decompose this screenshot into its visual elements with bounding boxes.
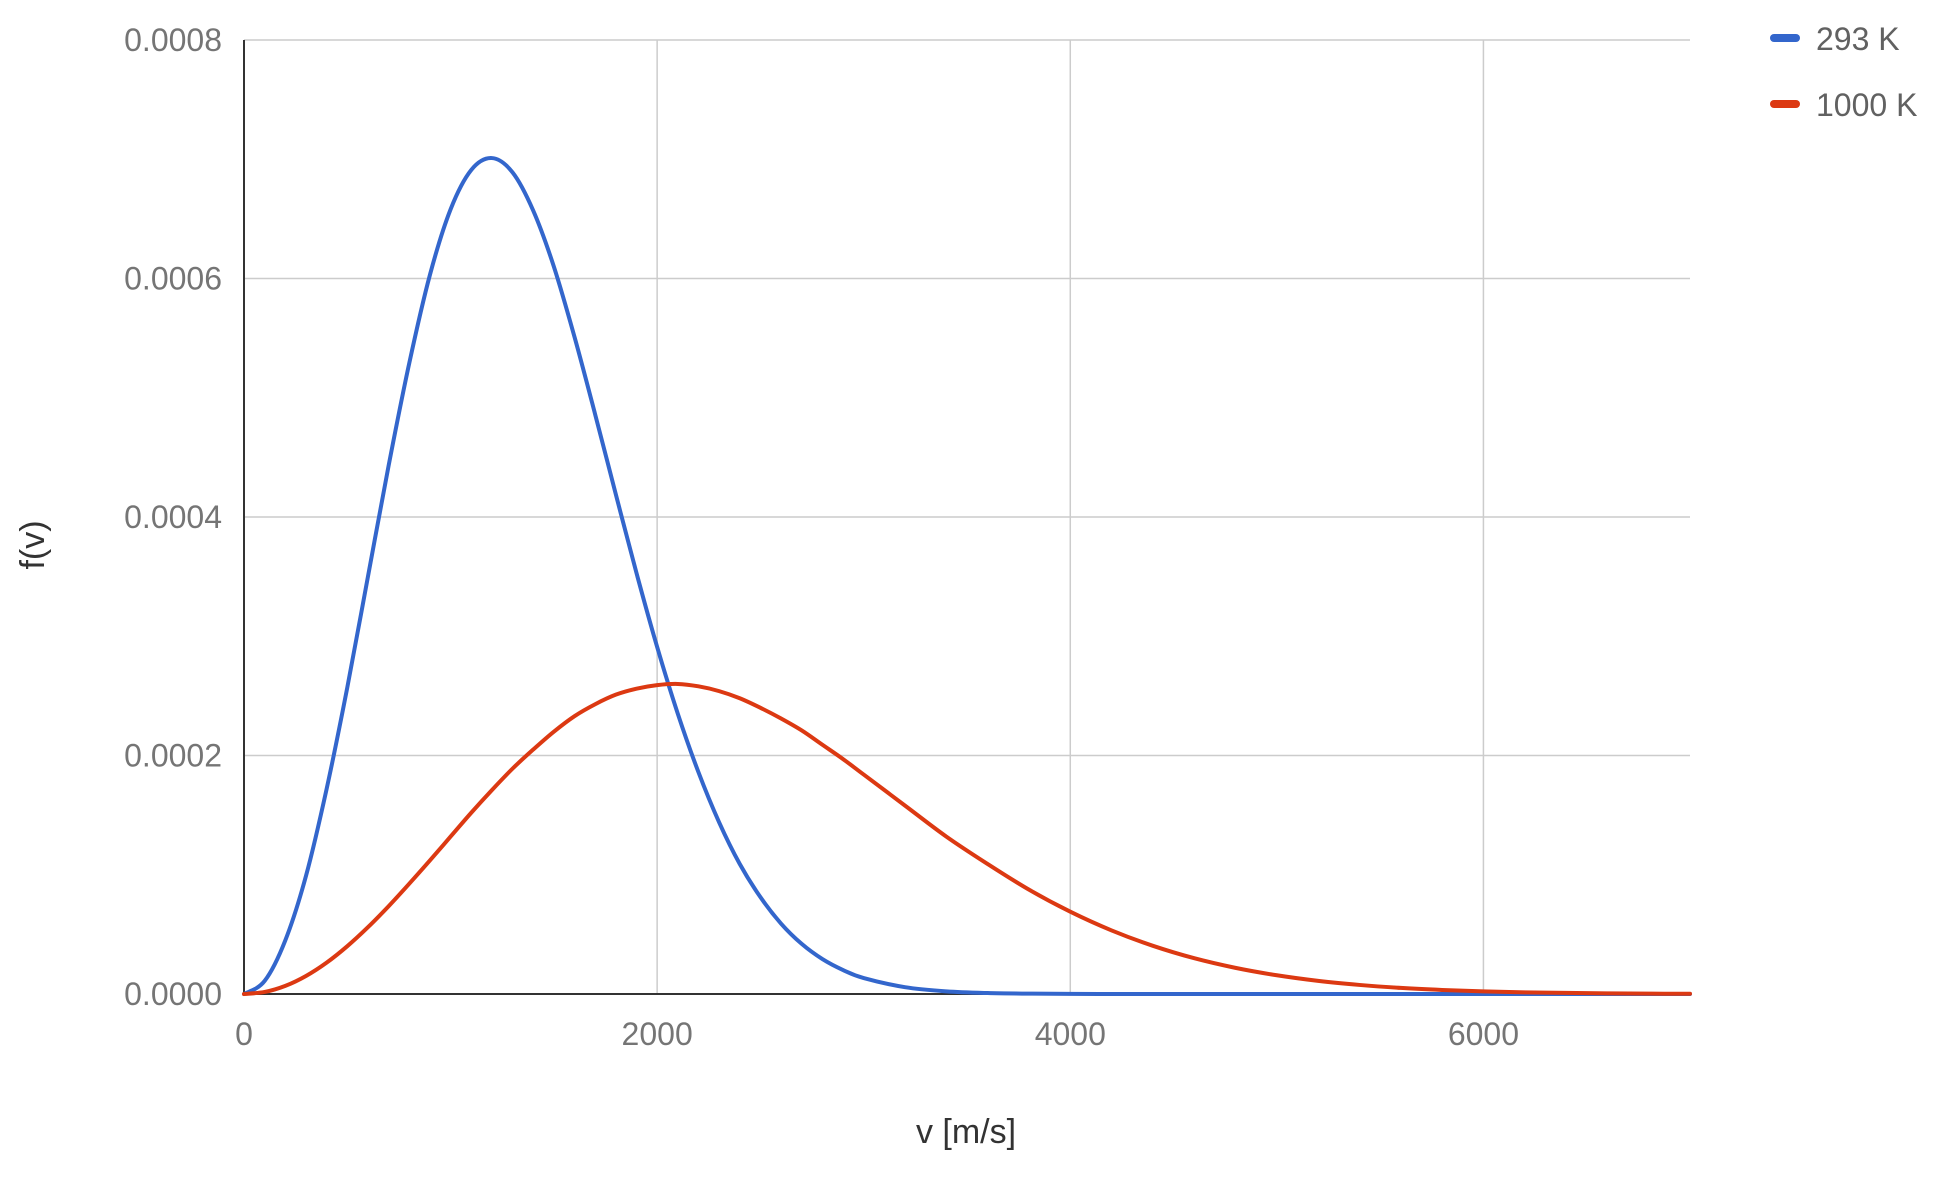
legend-swatch-293 [1770, 34, 1800, 42]
gridlines [244, 39, 1690, 994]
y-tick-label: 0.0000 [124, 976, 222, 1012]
x-tick-label: 4000 [1035, 1016, 1106, 1052]
x-tick-label: 2000 [622, 1016, 693, 1052]
legend: 293 K 1000 K [1770, 21, 1917, 123]
x-axis-title: v [m/s] [916, 1113, 1016, 1151]
legend-label-293: 293 K [1816, 21, 1900, 57]
y-tick-label: 0.0008 [124, 22, 222, 58]
legend-label-1000: 1000 K [1816, 87, 1917, 123]
legend-swatch-1000 [1770, 100, 1800, 108]
legend-item-293[interactable]: 293 K [1770, 21, 1900, 57]
y-tick-label: 0.0004 [124, 499, 222, 535]
legend-item-1000[interactable]: 1000 K [1770, 87, 1917, 123]
y-tick-label: 0.0006 [124, 261, 222, 297]
y-tick-label: 0.0002 [124, 738, 222, 774]
series-line-1000[interactable] [242, 681, 1692, 996]
tick-labels: 0.0000 0.0002 0.0004 0.0006 0.0008 0 2000 4000 6… [124, 22, 1519, 1052]
y-axis-title: f(v) [14, 520, 52, 569]
x-tick-label: 0 [235, 1016, 253, 1052]
series-line-293[interactable] [242, 156, 1692, 997]
x-tick-label: 6000 [1448, 1016, 1519, 1052]
series-lines [242, 156, 1692, 997]
